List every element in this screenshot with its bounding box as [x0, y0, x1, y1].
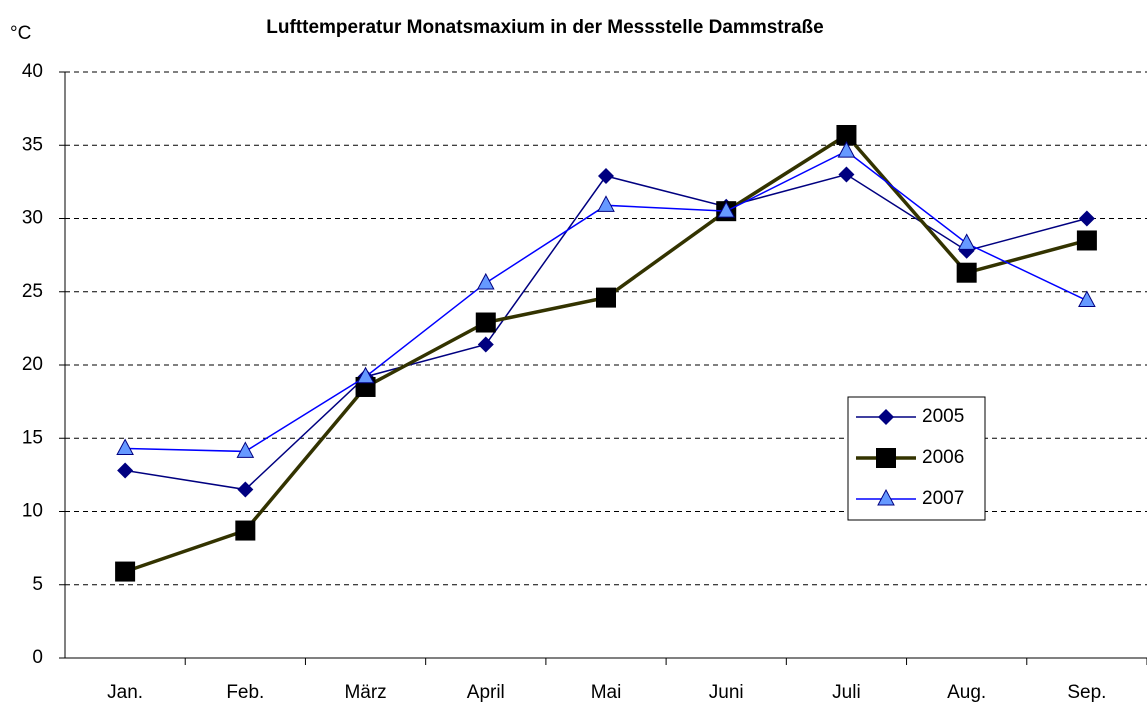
marker	[356, 366, 375, 384]
x-tick-label: Aug.	[947, 682, 986, 703]
x-tick-label: Feb.	[226, 682, 264, 703]
marker	[836, 124, 857, 145]
x-tick-label: Juni	[709, 682, 744, 703]
marker	[115, 561, 136, 582]
x-tick-label: Sep.	[1067, 682, 1106, 703]
y-tick-label: 35	[22, 134, 43, 155]
marker	[476, 272, 495, 290]
x-tick-label: Jan.	[107, 682, 143, 703]
marker	[596, 287, 616, 308]
legend-label: 2007	[922, 488, 964, 509]
legend-label: 2006	[922, 447, 964, 468]
marker	[237, 481, 254, 498]
x-tick-label: Mai	[591, 682, 622, 703]
marker	[117, 462, 134, 479]
marker	[598, 168, 614, 185]
marker	[235, 520, 256, 541]
marker	[116, 438, 134, 456]
marker	[597, 195, 615, 212]
marker	[475, 312, 496, 333]
y-tick-label: 30	[22, 208, 43, 229]
x-tick-label: März	[344, 682, 386, 703]
marker	[876, 448, 896, 468]
y-axis-label: °C	[10, 23, 31, 44]
marker	[236, 441, 255, 458]
marker	[877, 488, 895, 506]
marker	[837, 141, 856, 158]
y-tick-label: 10	[22, 501, 43, 522]
y-tick-label: 15	[22, 427, 43, 448]
marker	[1078, 290, 1096, 308]
y-tick-label: 40	[22, 61, 43, 82]
marker	[717, 201, 736, 218]
y-tick-label: 5	[32, 574, 43, 595]
marker	[956, 262, 977, 283]
y-tick-label: 25	[22, 281, 43, 302]
chart-title: Lufttemperatur Monatsmaxium in der Messs…	[266, 17, 824, 38]
legend-label: 2005	[922, 406, 964, 427]
marker	[957, 233, 976, 250]
y-tick-label: 0	[32, 647, 43, 668]
y-tick-label: 20	[22, 354, 43, 375]
marker	[1078, 210, 1095, 227]
marker	[1076, 230, 1097, 251]
marker	[477, 336, 494, 353]
marker	[878, 409, 894, 425]
x-tick-label: April	[467, 682, 505, 703]
x-tick-label: Juli	[832, 682, 861, 703]
marker	[838, 166, 855, 183]
